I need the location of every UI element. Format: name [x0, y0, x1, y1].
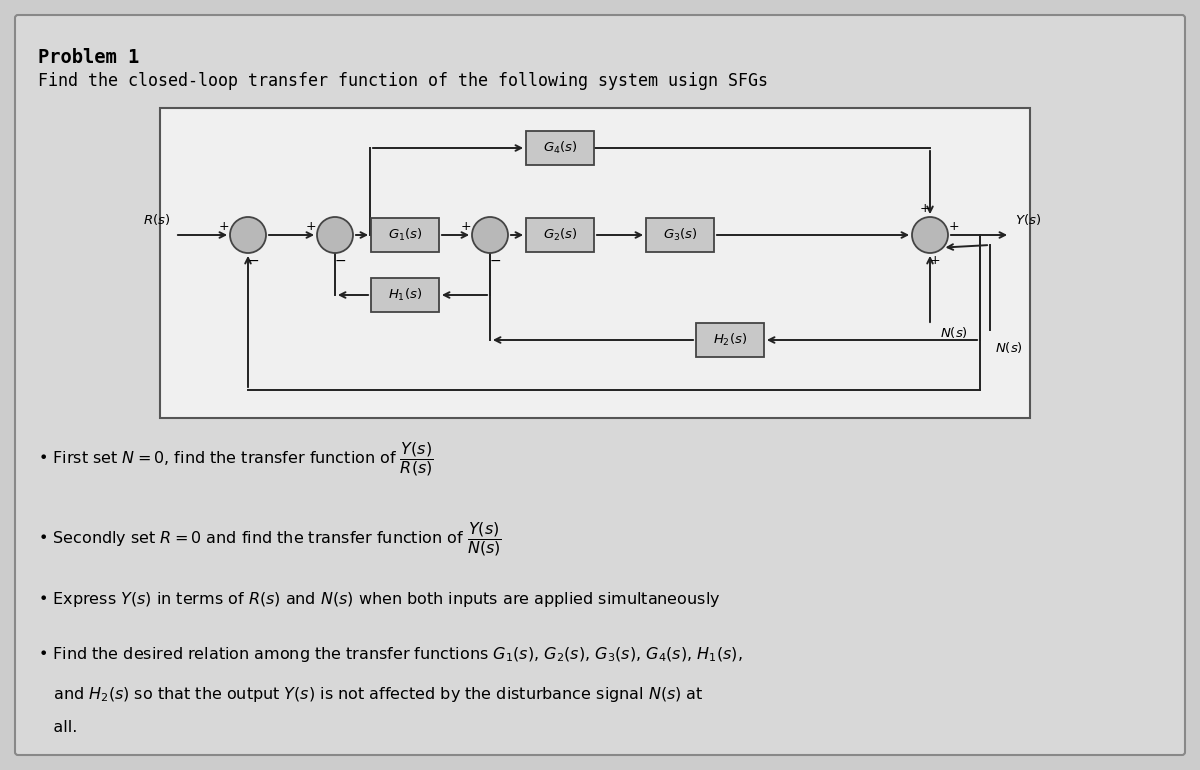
- Text: $G_4(s)$: $G_4(s)$: [542, 140, 577, 156]
- Text: $N(s)$: $N(s)$: [940, 325, 968, 340]
- FancyBboxPatch shape: [371, 278, 439, 312]
- Text: all.: all.: [38, 720, 77, 735]
- FancyBboxPatch shape: [526, 218, 594, 252]
- FancyBboxPatch shape: [14, 15, 1186, 755]
- Text: $H_2(s)$: $H_2(s)$: [713, 332, 748, 348]
- Text: • First set $N = 0$, find the transfer function of $\dfrac{Y(s)}{R(s)}$: • First set $N = 0$, find the transfer f…: [38, 440, 434, 478]
- Text: • Secondly set $R = 0$ and find the transfer function of $\dfrac{Y(s)}{N(s)}$: • Secondly set $R = 0$ and find the tran…: [38, 520, 502, 558]
- Text: −: −: [247, 254, 259, 268]
- Text: +: +: [461, 220, 472, 233]
- Circle shape: [317, 217, 353, 253]
- Text: −: −: [490, 254, 500, 268]
- Text: +: +: [930, 255, 941, 267]
- Text: +: +: [306, 220, 317, 233]
- FancyBboxPatch shape: [696, 323, 764, 357]
- FancyBboxPatch shape: [526, 131, 594, 165]
- Text: • Express $Y(s)$ in terms of $R(s)$ and $N(s)$ when both inputs are applied simu: • Express $Y(s)$ in terms of $R(s)$ and …: [38, 590, 720, 609]
- Text: Problem 1: Problem 1: [38, 48, 139, 67]
- Text: −: −: [334, 254, 346, 268]
- FancyBboxPatch shape: [646, 218, 714, 252]
- FancyBboxPatch shape: [160, 108, 1030, 418]
- Text: • Find the desired relation among the transfer functions $G_1(s)$, $G_2(s)$, $G_: • Find the desired relation among the tr…: [38, 645, 743, 664]
- Text: $G_1(s)$: $G_1(s)$: [388, 227, 422, 243]
- Text: $N(s)$: $N(s)$: [995, 340, 1022, 355]
- Text: and $H_2(s)$ so that the output $Y(s)$ is not affected by the disturbance signal: and $H_2(s)$ so that the output $Y(s)$ i…: [38, 685, 703, 704]
- Text: Find the closed-loop transfer function of the following system usign SFGs: Find the closed-loop transfer function o…: [38, 72, 768, 90]
- Text: +: +: [919, 203, 930, 216]
- FancyBboxPatch shape: [371, 218, 439, 252]
- Circle shape: [912, 217, 948, 253]
- Text: $R(s)$: $R(s)$: [143, 212, 170, 227]
- Text: $H_1(s)$: $H_1(s)$: [388, 287, 422, 303]
- Text: +: +: [949, 220, 959, 233]
- Circle shape: [230, 217, 266, 253]
- Text: $G_2(s)$: $G_2(s)$: [542, 227, 577, 243]
- Text: $Y(s)$: $Y(s)$: [1015, 212, 1042, 227]
- Text: $G_3(s)$: $G_3(s)$: [662, 227, 697, 243]
- Text: +: +: [218, 220, 229, 233]
- Circle shape: [472, 217, 508, 253]
